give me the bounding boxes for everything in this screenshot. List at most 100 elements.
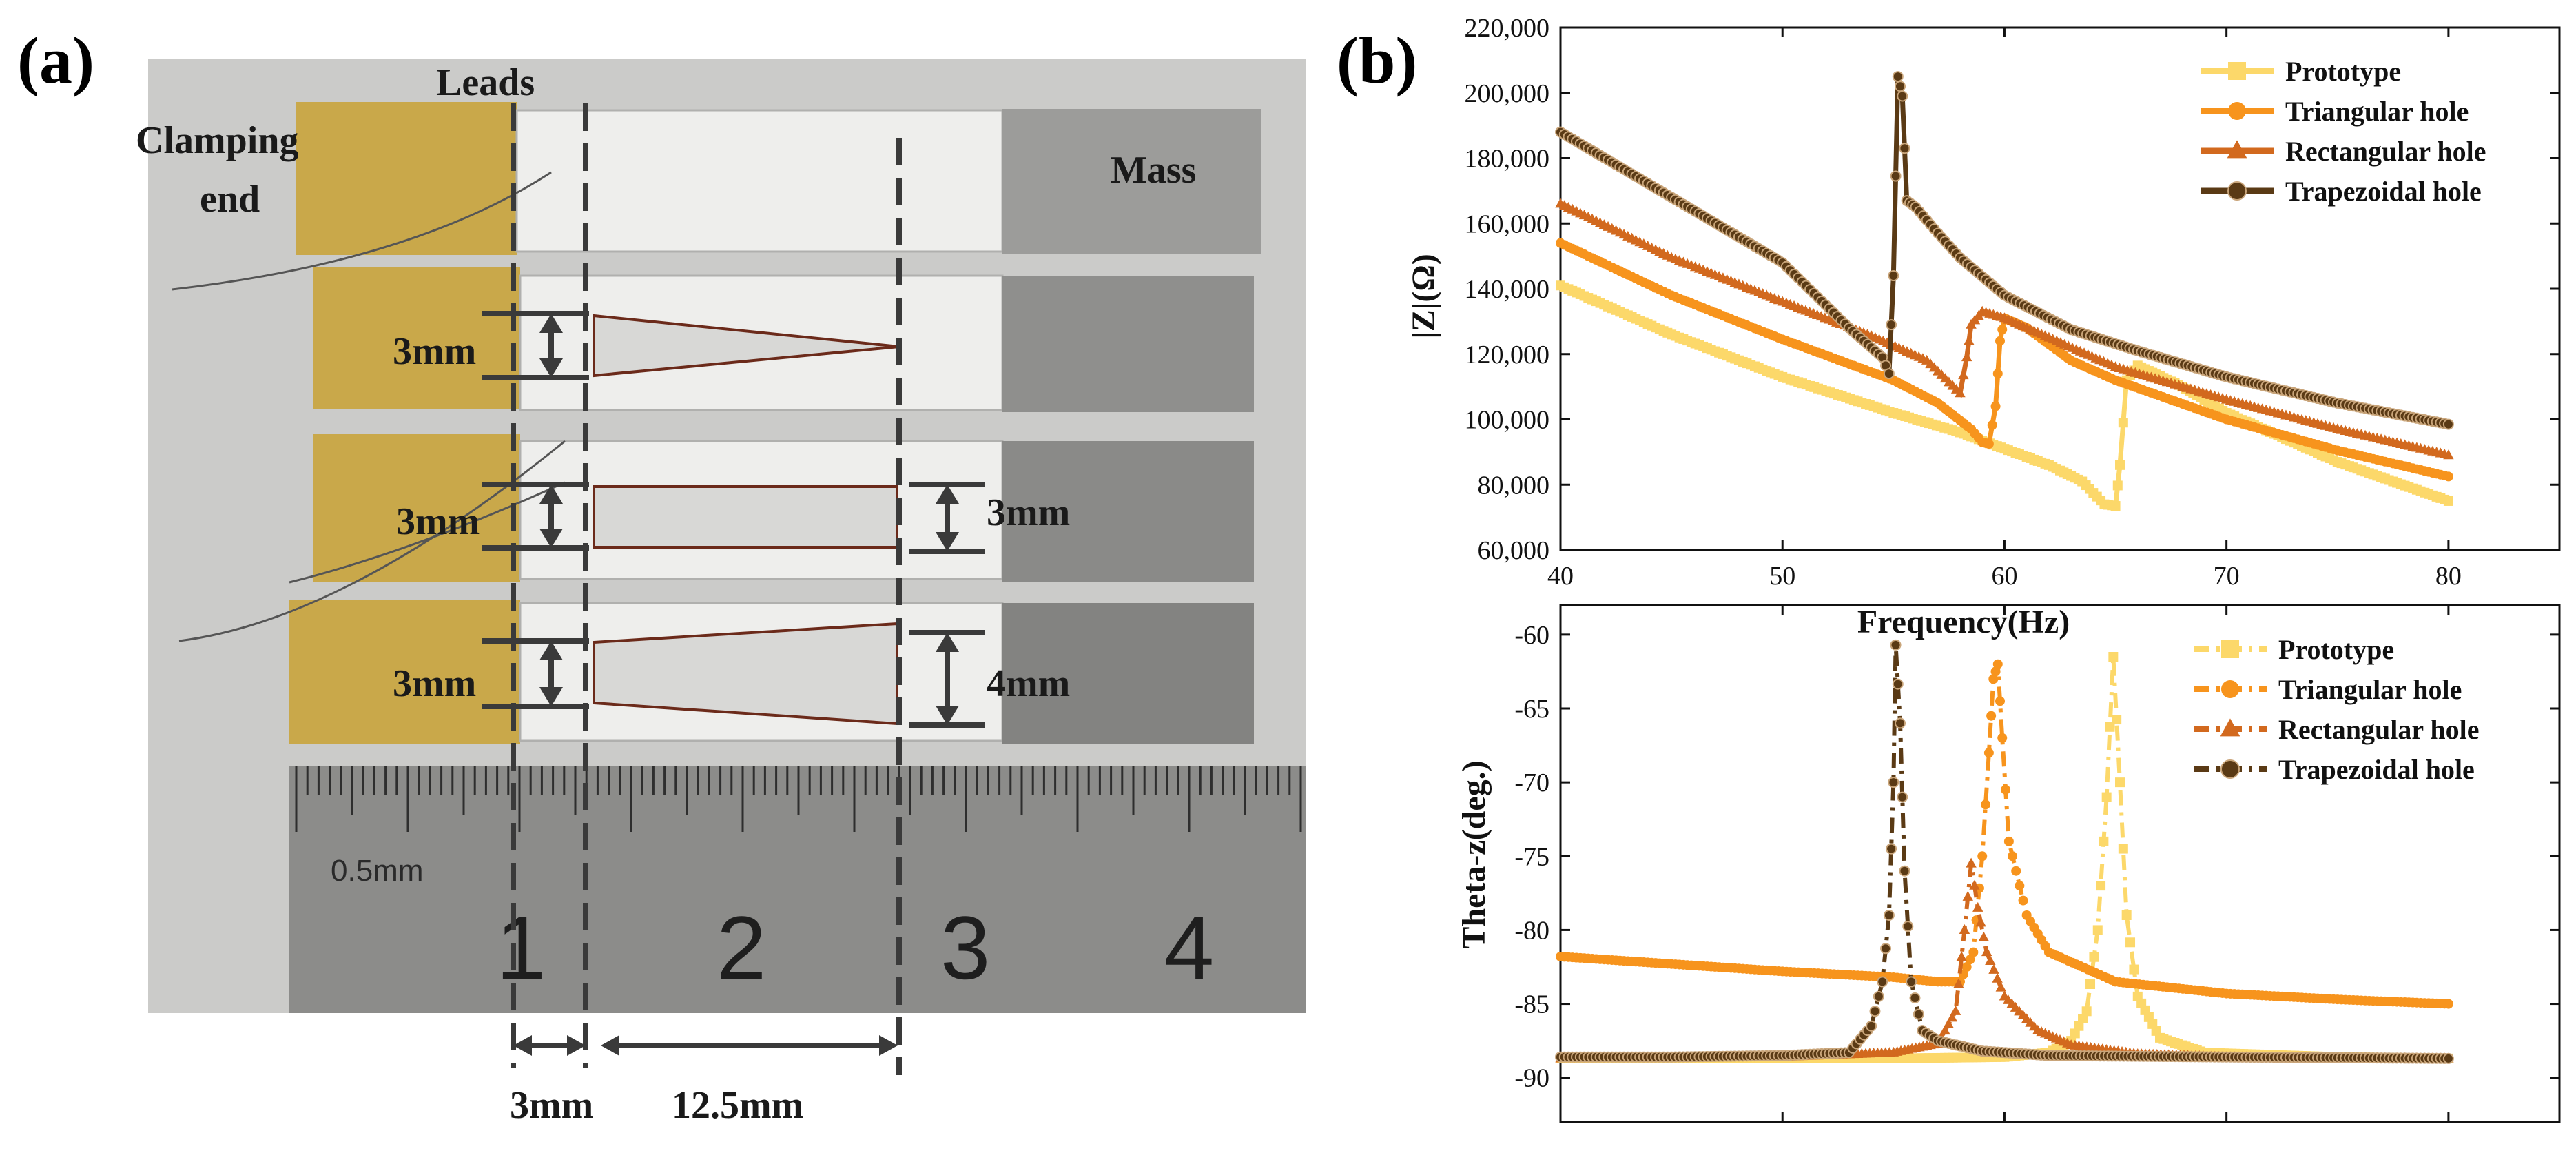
y-tick-label: -60 — [1514, 621, 1549, 650]
data-point — [1961, 962, 1972, 972]
data-point — [1899, 143, 1910, 154]
data-point — [2001, 784, 2011, 795]
data-point — [1892, 678, 1904, 690]
triangle-root-width-label: 3mm — [393, 330, 476, 373]
series-line-trapezoidal — [1559, 76, 2449, 427]
data-point — [1958, 369, 1969, 380]
data-point — [1986, 711, 1997, 721]
data-point — [1977, 851, 1988, 861]
y-axis-title: |Z|(Ω) — [1405, 254, 1442, 339]
data-point — [1959, 924, 1970, 935]
y-tick-label: -70 — [1514, 768, 1549, 797]
legend-label: Rectangular hole — [2278, 714, 2479, 745]
legend-label: Rectangular hole — [2285, 136, 2486, 167]
data-point — [1997, 733, 2008, 743]
data-point — [1883, 368, 1895, 380]
legend-label: Prototype — [2285, 56, 2401, 87]
data-point — [1992, 659, 2003, 669]
y-tick-label: 140,000 — [1465, 275, 1550, 304]
data-point — [1888, 777, 1899, 788]
data-point — [2115, 777, 2125, 788]
data-point — [1975, 917, 1986, 927]
y-tick-label: 100,000 — [1465, 406, 1550, 435]
y-axis-title: Theta-z(deg.) — [1456, 760, 1492, 948]
series-trapezoidal — [1555, 71, 2454, 430]
data-point — [1978, 931, 1990, 941]
data-point — [1950, 1005, 1961, 1015]
data-point — [2085, 979, 2096, 989]
x-tick-label: 70 — [2214, 562, 2240, 591]
data-point — [2129, 964, 2139, 975]
y-tick-label: 120,000 — [1465, 340, 1550, 369]
panel-a-label: (a) — [17, 23, 94, 97]
data-point — [1964, 335, 1975, 345]
data-point — [1983, 748, 1994, 758]
mass-block — [1002, 441, 1254, 582]
clamp-brass — [296, 102, 517, 255]
legend-marker — [2227, 140, 2247, 159]
dimension-markers — [482, 311, 985, 1056]
data-point — [1869, 1006, 1881, 1017]
data-point — [1995, 981, 2006, 992]
data-point — [1873, 990, 1884, 1002]
mass-block — [1002, 109, 1261, 254]
data-point — [2442, 418, 2454, 430]
ruler-ticks — [295, 766, 1302, 832]
ruler-number-2: 2 — [717, 897, 766, 998]
data-point — [1909, 992, 1921, 1003]
data-point — [2089, 952, 2099, 962]
data-point — [2442, 1052, 2454, 1064]
series-trapezoidal — [1555, 639, 2454, 1064]
data-point — [1992, 972, 2003, 983]
data-point — [2092, 925, 2103, 935]
y-tick-label: -65 — [1514, 695, 1549, 724]
sample-rectangular — [313, 434, 1254, 582]
legend: Prototype Triangular hole Rectangular hole… — [2194, 634, 2479, 785]
y-tick-label: -90 — [1514, 1064, 1549, 1093]
data-point — [1902, 921, 1914, 932]
data-point — [2110, 501, 2121, 511]
data-point — [2112, 480, 2123, 491]
x-tick-label: 80 — [2435, 562, 2462, 591]
data-point — [1953, 978, 1964, 988]
sample-trapezoidal — [289, 600, 1254, 744]
series-rectangular — [1555, 857, 2454, 1063]
data-point — [2101, 792, 2112, 802]
rectangle-root-width-label: 3mm — [396, 500, 480, 543]
y-tick-label: 160,000 — [1465, 210, 1550, 238]
data-point — [2105, 722, 2115, 732]
data-point — [2121, 910, 2132, 920]
data-series — [1555, 639, 2454, 1064]
data-point — [1906, 976, 1917, 988]
clamping-label-line1: Clamping — [136, 119, 299, 162]
data-point — [1997, 325, 2008, 335]
data-point — [1987, 420, 1997, 430]
y-tick-label: 180,000 — [1465, 145, 1550, 174]
data-point — [1890, 639, 1902, 651]
photo-panel: 0.5mm 1 2 3 4 — [148, 59, 1306, 1013]
ruler-unit-label: 0.5mm — [331, 854, 423, 888]
data-point — [1877, 976, 1888, 988]
data-point — [2115, 460, 2125, 470]
data-point — [1913, 1008, 1924, 1020]
hole-length-label: 12.5mm — [672, 1084, 803, 1127]
phase-angle-chart: -60 -65 -70 -75 -80 -85 -90 Theta-z(deg.) Prot… — [1456, 604, 2561, 1123]
data-point — [2118, 844, 2128, 854]
legend-marker — [2227, 181, 2247, 201]
data-point — [2443, 471, 2453, 482]
impedance-magnitude-chart: 40 50 60 70 80 60,000 80,000 100,000 120,000 140,… — [1405, 14, 2561, 640]
data-point — [1943, 1018, 1954, 1028]
ruler: 0.5mm 1 2 3 4 — [289, 766, 1306, 1013]
data-point — [1981, 799, 1991, 810]
data-point — [1995, 696, 2005, 706]
legend-label: Trapezoidal hole — [2278, 754, 2475, 785]
x-tick-label: 60 — [1991, 562, 2017, 591]
data-point — [1961, 351, 1972, 362]
data-point — [2078, 1014, 2088, 1023]
y-tick-label: 200,000 — [1465, 79, 1550, 108]
data-point — [1981, 946, 1992, 957]
axis-ticks: 40 50 60 70 80 60,000 80,000 100,000 120,000 140,… — [1465, 14, 2559, 591]
rectangular-hole — [593, 485, 898, 549]
data-point — [2125, 937, 2136, 948]
data-point — [1956, 951, 1967, 961]
